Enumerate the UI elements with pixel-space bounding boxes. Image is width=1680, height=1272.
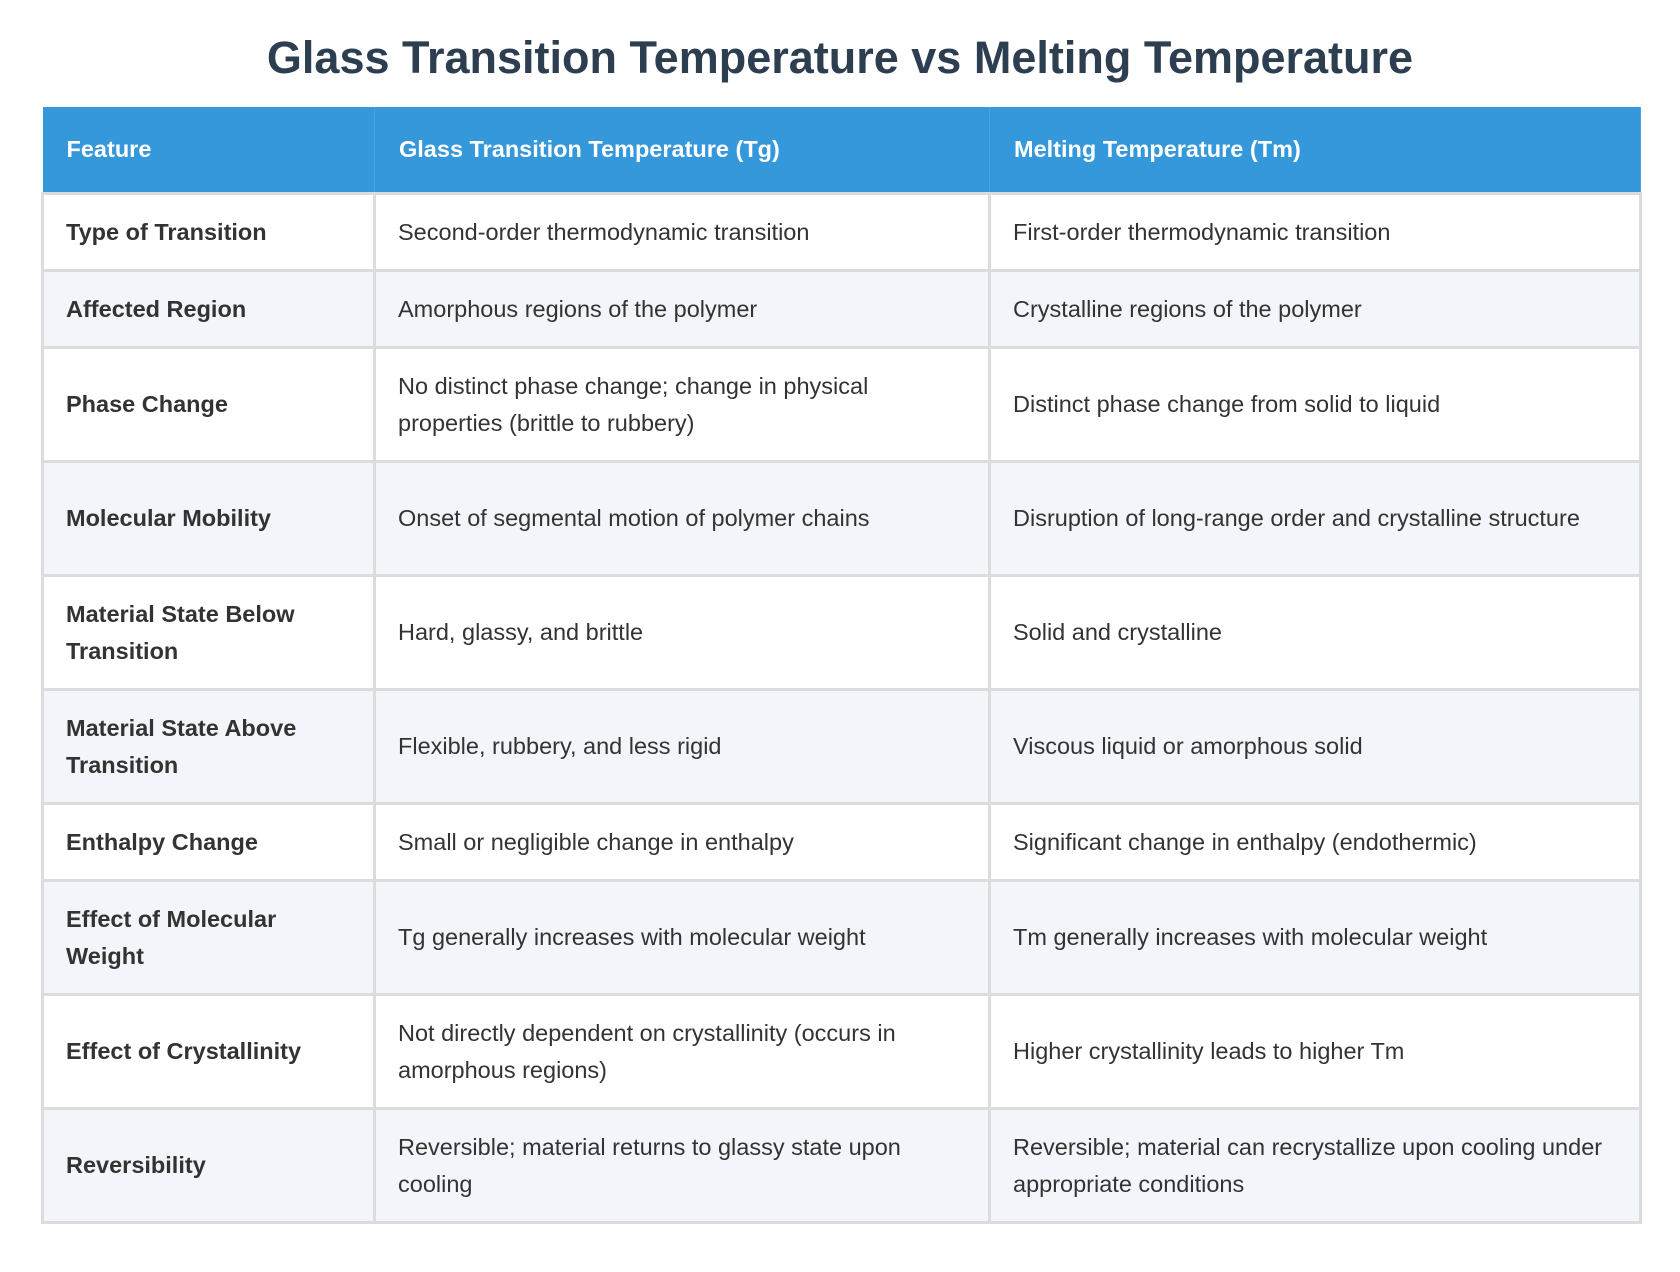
page-title: Glass Transition Temperature vs Melting … [266,32,1414,83]
table-row: Material State Above Transition Flexible,… [41,688,1642,805]
header-tg: Glass Transition Temperature (Tg) [374,107,990,194]
tg-cell: Not directly dependent on crystallinity … [373,993,991,1110]
tm-cell: Higher crystallinity leads to higher Tm [988,993,1642,1110]
feature-cell: Material State Above Transition [41,688,376,805]
tm-cell: Significant change in enthalpy (endother… [988,802,1642,882]
tm-cell: First-order thermodynamic transition [988,192,1642,272]
tg-cell: Reversible; material returns to glassy s… [373,1107,991,1224]
tm-cell: Crystalline regions of the polymer [988,269,1642,349]
feature-cell: Material State Below Transition [41,574,376,691]
tm-cell: Viscous liquid or amorphous solid [988,688,1642,805]
tm-cell: Tm generally increases with molecular we… [988,879,1642,996]
table-row: Material State Below Transition Hard, gla… [41,574,1642,691]
feature-cell: Reversibility [41,1107,376,1224]
feature-cell: Phase Change [41,346,376,463]
table-row: Molecular Mobility Onset of segmental mot… [41,460,1642,577]
feature-cell: Molecular Mobility [41,460,376,577]
table-row: Type of Transition Second-order thermodyn… [41,192,1642,272]
table-row: Affected Region Amorphous regions of the … [41,269,1642,349]
feature-cell: Affected Region [41,269,376,349]
comparison-table: Feature Glass Transition Temperature (Tg… [41,107,1642,1224]
tg-cell: Small or negligible change in enthalpy [373,802,991,882]
tg-cell: No distinct phase change; change in phys… [373,346,991,463]
tg-cell: Second-order thermodynamic transition [373,192,991,272]
header-tm: Melting Temperature (Tm) [989,107,1641,194]
feature-cell: Enthalpy Change [41,802,376,882]
tm-cell: Disruption of long-range order and cryst… [988,460,1642,577]
table-row: Reversibility Reversible; material return… [41,1107,1642,1224]
feature-cell: Type of Transition [41,192,376,272]
header-row: Feature Glass Transition Temperature (Tg… [42,107,1641,194]
tm-cell: Reversible; material can recrystallize u… [988,1107,1642,1224]
tg-cell: Amorphous regions of the polymer [373,269,991,349]
table-row: Effect of Crystallinity Not directly depe… [41,993,1642,1110]
header-feature: Feature [42,107,375,194]
table-row: Effect of Molecular Weight Tg generally i… [41,879,1642,996]
feature-cell: Effect of Molecular Weight [41,879,376,996]
tg-cell: Tg generally increases with molecular we… [373,879,991,996]
tg-cell: Hard, glassy, and brittle [373,574,991,691]
tm-cell: Distinct phase change from solid to liqu… [988,346,1642,463]
tm-cell: Solid and crystalline [988,574,1642,691]
tg-cell: Flexible, rubbery, and less rigid [373,688,991,805]
table-row: Phase Change No distinct phase change; ch… [41,346,1642,463]
feature-cell: Effect of Crystallinity [41,993,376,1110]
tg-cell: Onset of segmental motion of polymer cha… [373,460,991,577]
table-row: Enthalpy Change Small or negligible chang… [41,802,1642,882]
